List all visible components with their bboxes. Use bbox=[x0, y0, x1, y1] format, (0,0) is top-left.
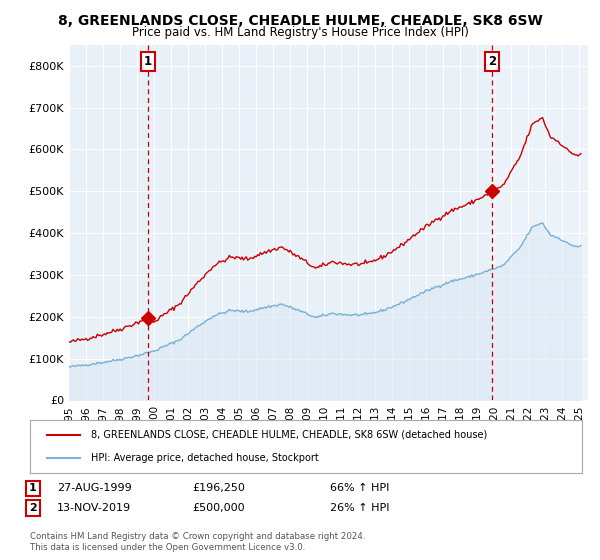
Text: 8, GREENLANDS CLOSE, CHEADLE HULME, CHEADLE, SK8 6SW (detached house): 8, GREENLANDS CLOSE, CHEADLE HULME, CHEA… bbox=[91, 430, 487, 440]
Text: 26% ↑ HPI: 26% ↑ HPI bbox=[330, 503, 389, 513]
Text: £196,250: £196,250 bbox=[192, 483, 245, 493]
Text: Contains HM Land Registry data © Crown copyright and database right 2024.
This d: Contains HM Land Registry data © Crown c… bbox=[30, 532, 365, 552]
Text: 13-NOV-2019: 13-NOV-2019 bbox=[57, 503, 131, 513]
Text: 1: 1 bbox=[29, 483, 37, 493]
Text: 27-AUG-1999: 27-AUG-1999 bbox=[57, 483, 132, 493]
Text: 1: 1 bbox=[144, 55, 152, 68]
Bar bbox=[492, 45, 588, 400]
Text: 2: 2 bbox=[29, 503, 37, 513]
Text: 8, GREENLANDS CLOSE, CHEADLE HULME, CHEADLE, SK8 6SW: 8, GREENLANDS CLOSE, CHEADLE HULME, CHEA… bbox=[58, 14, 542, 28]
Text: 2: 2 bbox=[488, 55, 496, 68]
Text: Price paid vs. HM Land Registry's House Price Index (HPI): Price paid vs. HM Land Registry's House … bbox=[131, 26, 469, 39]
Text: HPI: Average price, detached house, Stockport: HPI: Average price, detached house, Stoc… bbox=[91, 453, 319, 463]
Text: £500,000: £500,000 bbox=[192, 503, 245, 513]
Text: 66% ↑ HPI: 66% ↑ HPI bbox=[330, 483, 389, 493]
